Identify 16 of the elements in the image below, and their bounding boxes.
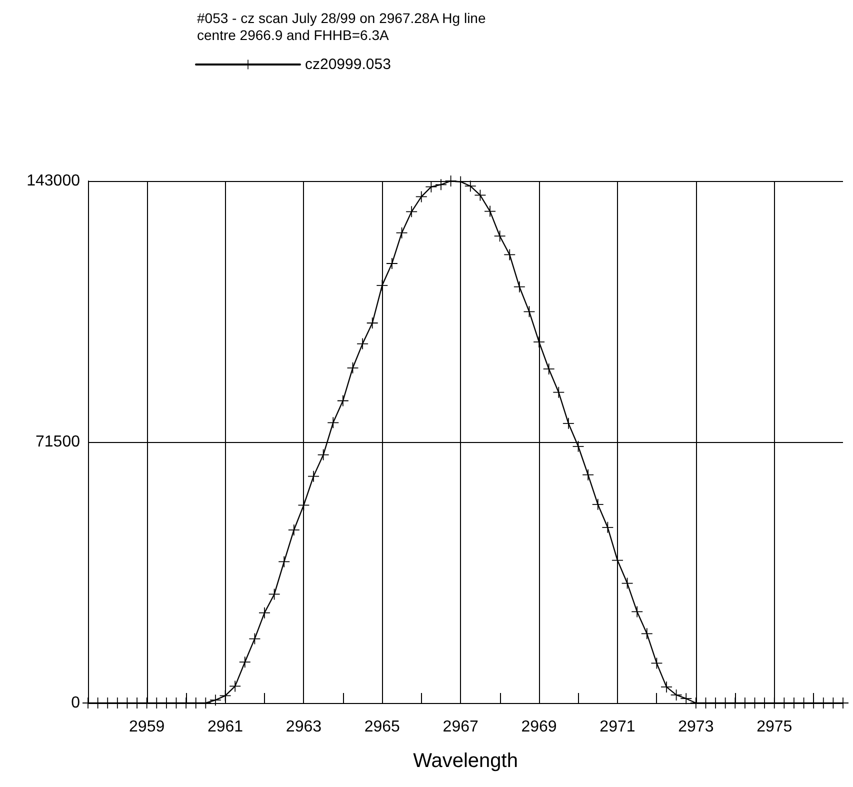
y-tick-label: 143000 [26, 172, 80, 190]
x-tick-label: 2969 [521, 718, 557, 736]
y-tick-label: 0 [71, 694, 80, 712]
x-tick-label: 2971 [600, 718, 636, 736]
x-tick-label: 2975 [756, 718, 792, 736]
y-tick-label: 71500 [36, 434, 80, 450]
x-tick-label: 2965 [364, 718, 400, 736]
x-tick-label: 2963 [286, 718, 322, 736]
x-tick-label: 2961 [207, 718, 244, 736]
chart-subtitle: centre 2966.9 and FHHB=6.3A [197, 27, 390, 43]
x-axis-title: Wavelength [413, 750, 518, 772]
x-tick-label: 2967 [442, 718, 478, 736]
x-tick-label: 2959 [129, 718, 165, 736]
text: cz20999.053 [305, 56, 391, 73]
x-tick-label: 2973 [678, 718, 714, 736]
chart-title: #053 - cz scan July 28/99 on 2967.28A Hg line [197, 10, 486, 26]
